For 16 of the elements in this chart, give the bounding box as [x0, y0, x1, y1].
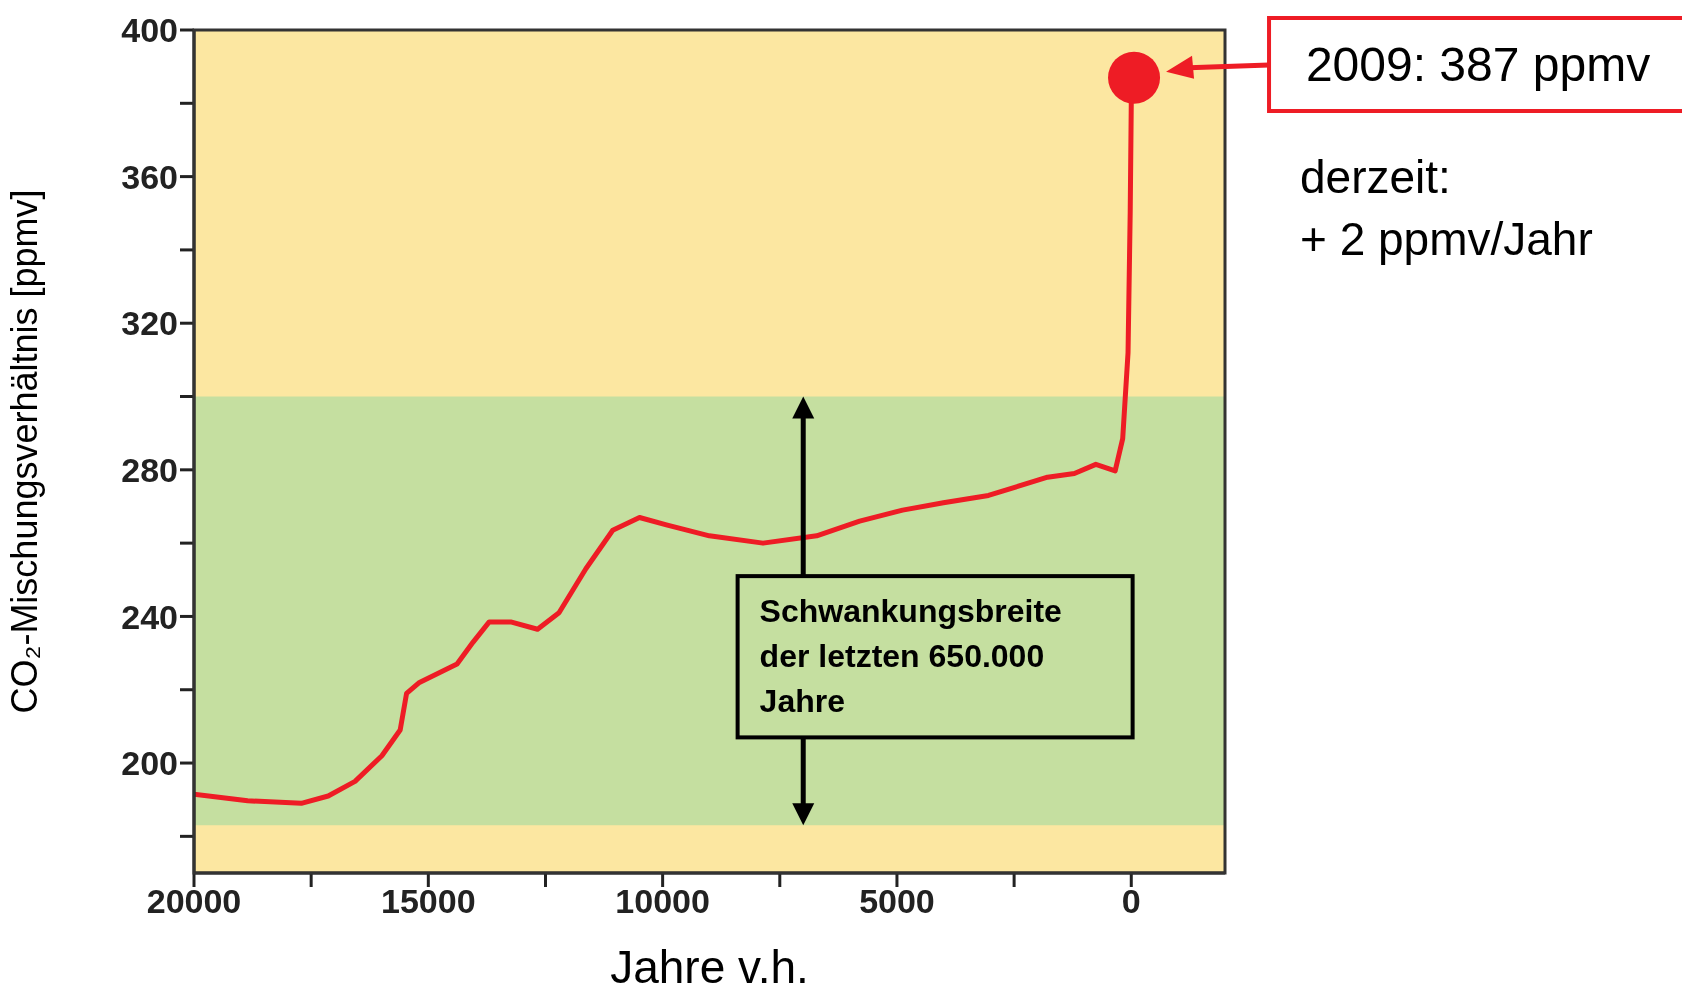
x-axis-title: Jahre v.h.: [610, 941, 809, 993]
x-tick-label: 0: [1121, 882, 1141, 921]
text: 2009: 387 ppmv: [1305, 38, 1651, 91]
x-tick-label: 10000: [615, 882, 710, 921]
x-tick-label: 15000: [381, 882, 476, 921]
x-tick-label: 20000: [146, 882, 242, 921]
y-axis-title: CO₂-Mischungsverhältnis [ppmv]: [3, 189, 45, 714]
y-tick-label: 320: [121, 304, 178, 343]
x-tick-label: 5000: [859, 882, 935, 921]
y-tick-label: 360: [121, 157, 178, 196]
text: derzeit: + 2 ppmv/Jahr: [1300, 151, 1593, 265]
y-tick-label: 200: [121, 744, 178, 783]
y-tick-label: 240: [121, 597, 178, 636]
y-tick-label: 280: [121, 450, 178, 489]
y-tick-label: 400: [121, 11, 178, 50]
band-label: Schwankungsbreite der letzten 650.000 Jahre: [759, 593, 1062, 720]
